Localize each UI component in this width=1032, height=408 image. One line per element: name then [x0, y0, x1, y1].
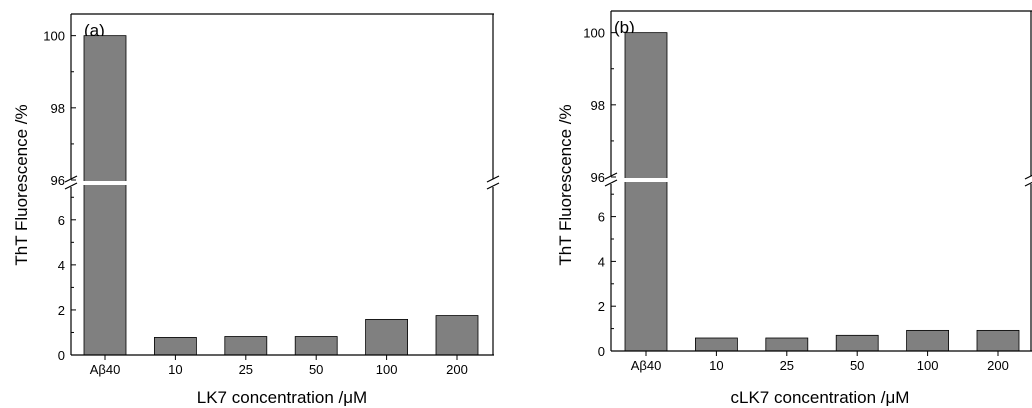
x-tick-label: 200	[987, 358, 1009, 373]
y-tick-label: 4	[598, 254, 605, 269]
bar	[624, 32, 668, 352]
axis-break-mark	[64, 182, 78, 190]
y-tick-label: 2	[58, 303, 65, 318]
axis-break-mark	[1024, 181, 1032, 187]
axis-break-mark	[486, 182, 500, 190]
y-axis-title: ThT Fluorescence /%	[12, 104, 31, 265]
bar	[83, 35, 127, 356]
y-tick-label: 2	[598, 299, 605, 314]
x-axis-title: cLK7 concentration /μM	[731, 388, 910, 407]
bar-break-gap	[624, 178, 668, 182]
chart-panel-a: (a) ThT Fluorescence /% LK7 concentratio…	[12, 13, 500, 407]
y-tick-label: 98	[591, 98, 605, 113]
axis-break-mark	[604, 172, 618, 180]
y-tick-label: 100	[43, 29, 65, 44]
x-tick-label: 200	[446, 362, 468, 377]
bar	[835, 334, 879, 352]
y-tick-label: 0	[598, 344, 605, 359]
x-tick-label: 100	[917, 358, 939, 373]
bar	[435, 315, 479, 356]
x-axis-title: LK7 concentration /μM	[197, 388, 367, 407]
bar	[294, 336, 338, 356]
x-tick-label: 50	[309, 362, 323, 377]
bar	[224, 336, 268, 356]
y-tick-label: 96	[51, 173, 65, 188]
axis-break-mark	[604, 179, 618, 187]
y-tick-label: 6	[598, 210, 605, 225]
x-tick-label: 10	[168, 362, 182, 377]
bar	[765, 337, 809, 352]
axis-break-mark	[64, 175, 78, 183]
y-axis-title: ThT Fluorescence /%	[556, 104, 575, 265]
bar	[976, 329, 1020, 352]
x-tick-label: Aβ40	[90, 362, 121, 377]
panel-label: (a)	[84, 21, 105, 40]
x-tick-label: Aβ40	[631, 358, 662, 373]
y-tick-label: 100	[583, 26, 605, 41]
axis-break-mark	[486, 175, 500, 183]
y-tick-label: 4	[58, 258, 65, 273]
bar	[153, 337, 197, 356]
x-tick-label: 50	[850, 358, 864, 373]
bar	[906, 329, 949, 352]
bar-break-gap	[83, 181, 127, 185]
x-tick-label: 10	[709, 358, 723, 373]
y-tick-label: 6	[58, 213, 65, 228]
chart-panel-b: (b) ThT Fluorescence /% cLK7 concentrati…	[556, 10, 1032, 407]
x-tick-label: 100	[376, 362, 398, 377]
y-tick-label: 0	[58, 348, 65, 363]
y-tick-label: 98	[51, 101, 65, 116]
x-tick-label: 25	[780, 358, 794, 373]
panel-label: (b)	[614, 18, 635, 37]
axis-break-mark	[1024, 174, 1032, 180]
bar	[365, 318, 409, 356]
bar	[695, 337, 738, 352]
x-tick-label: 25	[239, 362, 253, 377]
y-tick-label: 96	[591, 170, 605, 185]
